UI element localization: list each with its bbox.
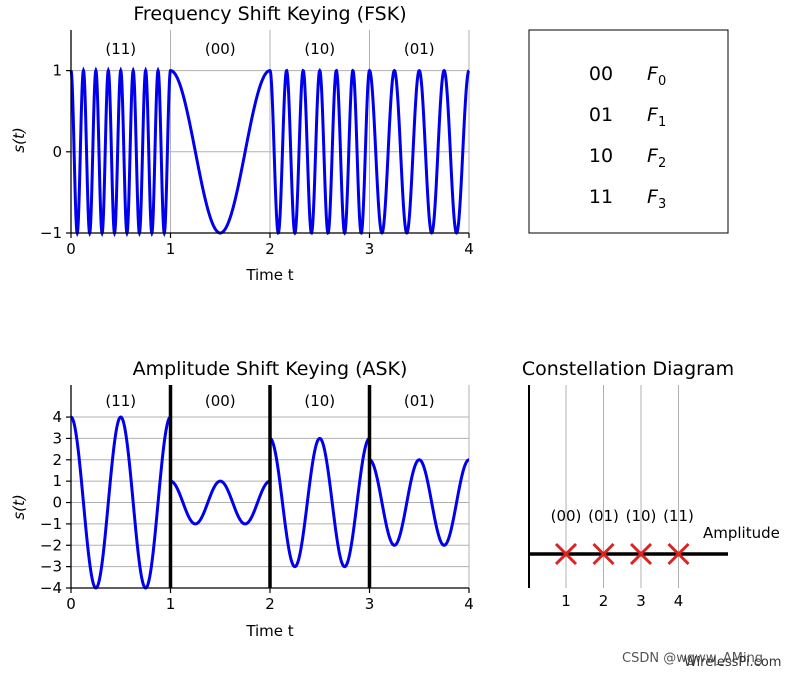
legend-border	[528, 29, 729, 234]
x-tick-label: 2	[265, 595, 275, 613]
ask-segment-labels: (11) (00) (10) (01)	[105, 392, 434, 410]
fsk-signal-line	[69, 66, 471, 238]
x-tick-label: 1	[166, 240, 176, 258]
fsk-dividers	[170, 30, 370, 233]
segment-label: (10)	[304, 40, 335, 58]
fsk-x-axis-label: Time t	[245, 266, 293, 284]
segment-label: (00)	[205, 392, 236, 410]
fsk-title: Frequency Shift Keying (FSK)	[133, 3, 406, 25]
constellation-x-tick-label: 3	[636, 592, 646, 610]
segment-label: (10)	[304, 392, 335, 410]
constellation-points	[554, 542, 690, 566]
y-tick-label: −1	[40, 224, 62, 242]
legend-bits: 01	[589, 104, 613, 126]
x-tick-label: 0	[66, 595, 76, 613]
legend-frequency: F1	[647, 104, 666, 130]
y-tick-label: −1	[40, 515, 62, 533]
legend-rows: 00 F0 01 F1 10 F2 11 F3	[589, 63, 666, 212]
fsk-x-ticks: 0 1 2 3 4	[66, 233, 474, 258]
fsk-y-axis-label: s(t)	[10, 127, 28, 152]
constellation-point-marker	[667, 542, 690, 566]
y-tick-label: −2	[40, 536, 62, 554]
y-tick-label: 0	[52, 143, 62, 161]
watermark-csdn: CSDN @wgww_AMing	[622, 651, 764, 666]
ask-y-axis-label: s(t)	[10, 494, 28, 519]
watermark-site: WirelessPi.com	[684, 655, 782, 670]
segment-label: (01)	[404, 392, 435, 410]
constellation-x-tick-label: 4	[674, 592, 684, 610]
constellation-title: Constellation Diagram	[522, 358, 734, 380]
constellation-x-ticks: 1 2 3 4	[561, 592, 683, 610]
x-tick-label: 4	[464, 240, 474, 258]
constellation-point-marker	[592, 542, 615, 566]
y-tick-label: 1	[52, 62, 62, 80]
legend-frequency: F2	[647, 145, 666, 171]
constellation-point-label: (10)	[626, 507, 657, 525]
legend-bits: 00	[589, 63, 613, 85]
legend-frequency: F0	[647, 63, 666, 89]
y-tick-label: 4	[52, 408, 62, 426]
ask-dividers	[168, 385, 372, 588]
x-tick-label: 0	[66, 240, 76, 258]
y-tick-label: 0	[52, 494, 62, 512]
constellation-point-label: (11)	[663, 507, 694, 525]
y-tick-label: 1	[52, 472, 62, 490]
constellation-x-axis-label: Amplitude	[703, 524, 780, 542]
fsk-segment-labels: (11) (00) (10) (01)	[105, 40, 434, 58]
x-tick-label: 3	[365, 240, 375, 258]
constellation-point-marker	[554, 542, 578, 566]
frequency-legend-box: 00 F0 01 F1 10 F2 11 F3	[528, 29, 729, 234]
y-tick-label: 2	[52, 451, 62, 469]
x-tick-label: 4	[464, 595, 474, 613]
constellation-point-marker	[629, 542, 653, 566]
constellation-point-label: (01)	[588, 507, 619, 525]
x-tick-label: 2	[265, 240, 275, 258]
segment-label: (00)	[205, 40, 236, 58]
ask-x-axis-label: Time t	[245, 622, 293, 640]
y-tick-label: −4	[40, 579, 62, 597]
legend-bits: 11	[589, 186, 613, 208]
constellation-panel: Constellation Diagram Amplitude (00) (01)…	[522, 358, 780, 610]
segment-label: (11)	[105, 392, 136, 410]
constellation-x-tick-label: 2	[599, 592, 609, 610]
fsk-y-ticks: −1 0 1	[40, 62, 71, 242]
segment-label: (11)	[105, 40, 136, 58]
constellation-point-label: (00)	[551, 507, 582, 525]
legend-bits: 10	[589, 145, 613, 167]
x-tick-label: 3	[365, 595, 375, 613]
legend-frequency: F3	[647, 186, 666, 212]
y-tick-label: 3	[52, 429, 62, 447]
x-tick-label: 1	[166, 595, 176, 613]
ask-x-ticks: 0 1 2 3 4	[66, 588, 474, 613]
constellation-point-labels: (00) (01) (10) (11)	[551, 507, 694, 525]
ask-title: Amplitude Shift Keying (ASK)	[133, 358, 408, 380]
ask-y-ticks: −4 −3 −2 −1 0 1 2 3 4	[40, 408, 71, 597]
y-tick-label: −3	[40, 558, 62, 576]
constellation-x-tick-label: 1	[561, 592, 571, 610]
segment-label: (01)	[404, 40, 435, 58]
constellation-grid	[565, 385, 679, 588]
